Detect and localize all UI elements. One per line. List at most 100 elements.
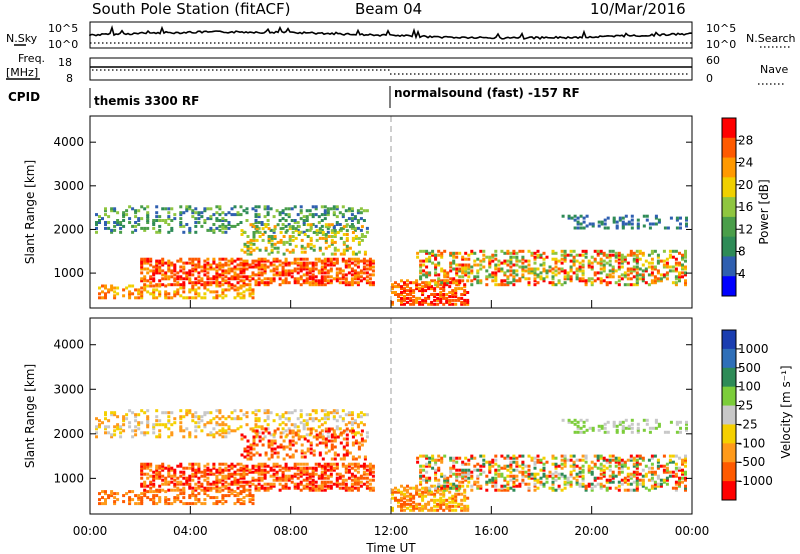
power-echo [635,277,639,281]
velocity-echo [323,488,327,492]
power-echo [463,298,467,302]
velocity-echo [665,476,669,480]
power-echo [421,291,425,294]
power-echo [302,267,306,271]
power-echo [665,257,669,261]
velocity-echo [218,417,222,421]
power-echo [488,275,492,279]
velocity-echo [107,494,111,498]
power-echo [454,302,458,306]
velocity-echo [152,496,156,500]
velocity-echo [412,506,416,510]
velocity-echo [305,482,309,486]
velocity-echo [347,468,351,472]
power-echo [335,207,339,211]
velocity-echo [266,482,270,486]
power-echo [197,221,201,224]
velocity-echo [185,409,189,413]
velocity-echo [276,451,280,455]
power-echo [464,271,468,275]
power-echo [575,253,579,257]
velocity-echo [179,427,183,431]
velocity-echo [320,482,324,486]
velocity-echo [581,470,585,474]
velocity-echo [149,468,153,472]
velocity-echo [662,468,666,472]
velocity-echo [363,439,367,443]
power-echo [581,265,585,269]
power-echo [614,251,618,255]
velocity-echo [320,409,324,413]
velocity-echo [521,480,525,484]
power-echo [218,294,222,298]
velocity-echo [158,423,162,427]
power-echo [533,255,537,259]
velocity-echo [320,474,324,478]
velocity-echo [146,484,150,488]
power-echo [242,269,246,273]
power-echo [242,267,246,271]
power-echo [182,283,186,287]
velocity-echo [239,492,243,496]
power-echo [554,265,558,269]
velocity-echo [527,454,531,458]
velocity-echo [671,454,675,458]
velocity-echo [272,462,276,466]
velocity-echo [320,484,324,488]
power-echo [600,222,604,226]
power-echo [512,279,516,283]
velocity-echo [248,500,252,504]
power-echo [354,235,358,238]
power-echo [122,294,126,298]
power-echo [524,277,528,281]
velocity-echo [291,453,295,457]
velocity-echo [591,426,595,430]
power-echo [436,285,440,289]
velocity-echo [409,508,413,512]
power-echo [197,286,201,290]
power-echo [458,281,462,285]
velocity-echo [344,488,348,492]
velocity-echo [167,466,171,470]
power-echo [488,259,492,263]
velocity-echo [300,443,304,447]
power-echo [140,277,144,281]
velocity-echo [161,482,165,486]
velocity-echo [665,470,669,474]
power-echo [436,281,440,285]
velocity-echo [576,430,580,434]
power-echo [227,269,231,273]
power-echo [300,246,304,250]
velocity-echo [572,462,576,466]
power-echo [491,253,495,257]
power-echo [266,213,270,217]
velocity-echo [330,457,334,461]
power-echo [521,257,525,261]
power-echo [497,267,501,271]
power-echo [584,249,588,253]
velocity-echo [273,429,277,433]
power-echo [221,263,225,267]
velocity-echo [452,482,456,486]
power-echo [255,229,259,233]
velocity-echo [194,472,198,476]
velocity-echo [665,468,669,472]
power-echo [290,219,294,222]
velocity-echo [394,486,397,490]
velocity-echo [182,482,186,486]
velocity-echo [425,470,429,474]
power-echo [353,228,357,232]
velocity-echo [593,454,597,458]
power-echo [278,263,282,267]
velocity-echo [267,457,271,461]
velocity-echo [350,411,354,415]
velocity-echo [215,468,219,472]
velocity-echo [500,466,504,470]
power-echo [185,205,189,209]
power-echo [642,214,646,218]
power-echo [560,261,564,265]
velocity-echo [400,508,403,512]
velocity-echo [341,417,345,421]
power-echo [215,205,219,209]
power-echo [287,263,291,267]
